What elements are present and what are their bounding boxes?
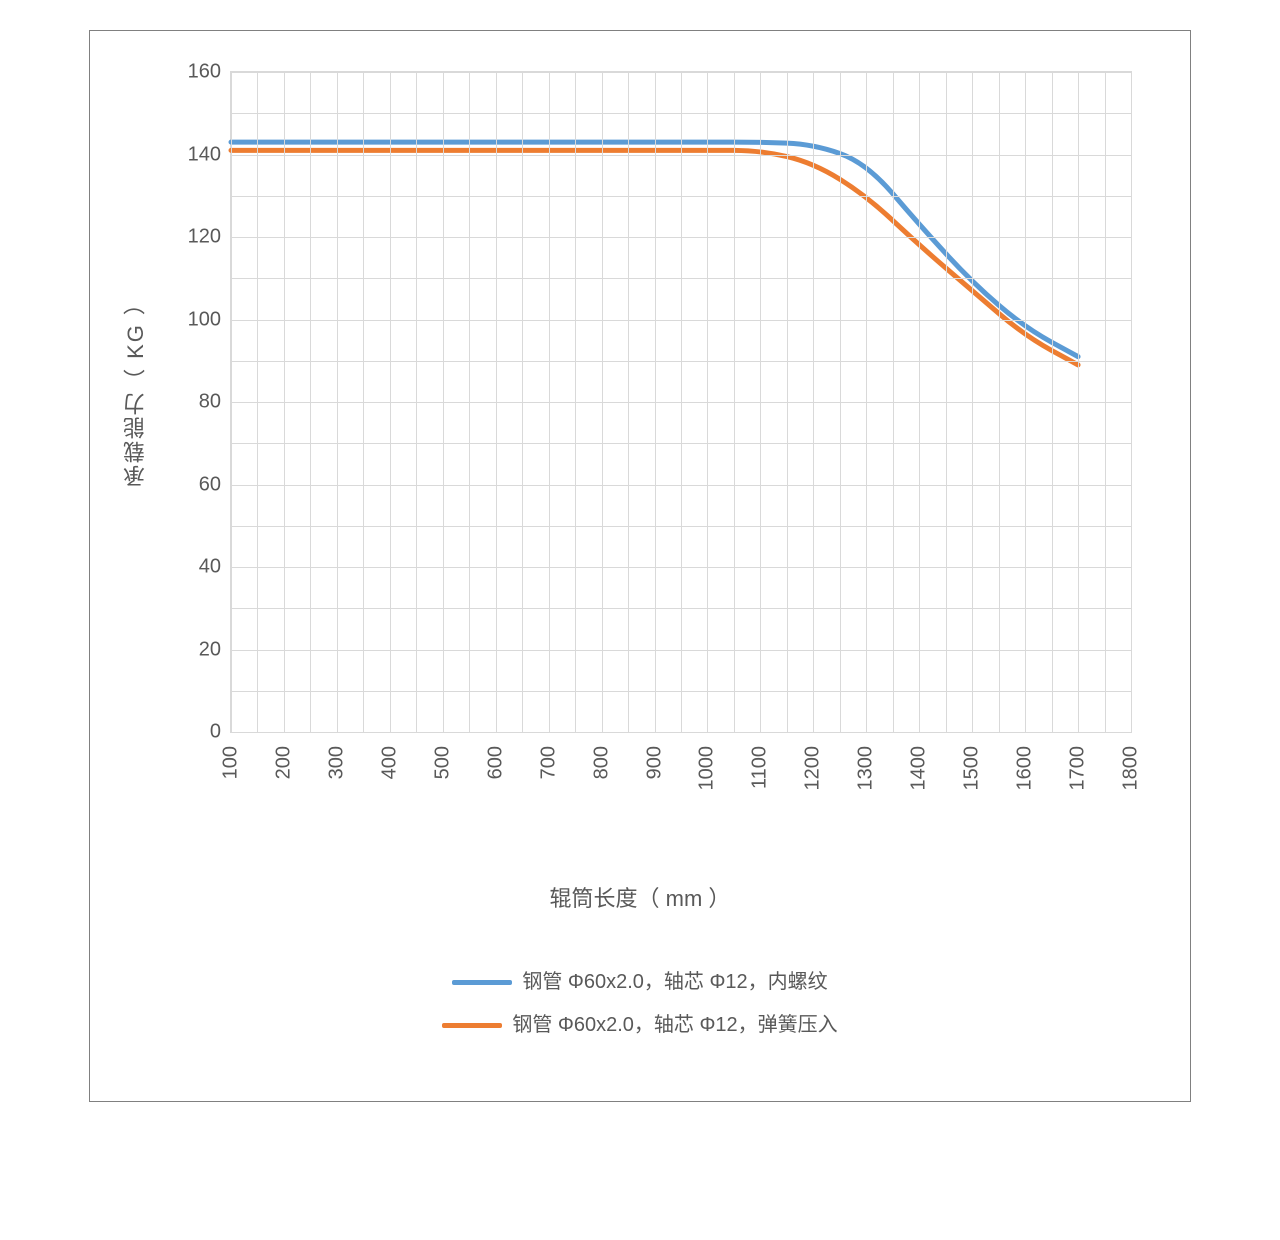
gridline-v-minor [522,72,523,732]
x-tick-label: 100 [220,746,243,779]
y-axis-title: 承载能力（ KG ） [120,291,152,487]
gridline-v [602,72,603,732]
x-tick-label: 1500 [961,746,984,791]
gridline-v-minor [787,72,788,732]
gridline-v [1131,72,1132,732]
x-tick-label: 1300 [855,746,878,791]
x-tick-label: 700 [537,746,560,779]
gridline-v-minor [840,72,841,732]
gridline-v [337,72,338,732]
x-tick-label: 1100 [749,746,772,789]
gridline-v-minor [628,72,629,732]
legend-swatch [452,980,512,985]
x-tick-label: 600 [484,746,507,779]
gridline-v [813,72,814,732]
gridline-v [231,72,232,732]
y-tick-label: 80 [199,391,231,414]
gridline-v [760,72,761,732]
x-tick-label: 1800 [1120,746,1143,791]
x-tick-label: 1600 [1014,746,1037,791]
chart-container: 0 20 40 60 80 100 120 140 160 100 200 300 400 500 600 7… [89,30,1191,1102]
x-tick-label: 400 [378,746,401,779]
gridline-v [655,72,656,732]
gridline-v-minor [575,72,576,732]
x-tick-label: 800 [590,746,613,779]
gridline-v-minor [416,72,417,732]
gridline-v-minor [1105,72,1106,732]
gridline-v-minor [893,72,894,732]
y-tick-label: 120 [188,226,231,249]
gridline-h [231,732,1131,733]
gridline-v [496,72,497,732]
x-tick-label: 1200 [802,746,825,791]
gridline-v-minor [734,72,735,732]
y-tick-label: 100 [188,308,231,331]
legend-item-1: 钢管 Φ60x2.0，轴芯 Φ12，弹簧压入 [90,1008,1190,1037]
gridline-v-minor [1052,72,1053,732]
x-tick-label: 900 [643,746,666,779]
gridline-v [1078,72,1079,732]
gridline-v-minor [310,72,311,732]
x-tick-label: 1400 [908,746,931,791]
y-tick-label: 60 [199,473,231,496]
x-tick-label: 300 [325,746,348,779]
x-axis-title: 辊筒长度（ mm ） [90,881,1190,913]
y-tick-label: 20 [199,638,231,661]
gridline-v-minor [681,72,682,732]
gridline-v [919,72,920,732]
gridline-v-minor [999,72,1000,732]
legend-swatch [442,1023,502,1028]
legend-label: 钢管 Φ60x2.0，轴芯 Φ12，内螺纹 [522,971,827,993]
chart-legend: 钢管 Φ60x2.0，轴芯 Φ12，内螺纹钢管 Φ60x2.0，轴芯 Φ12，弹… [90,951,1190,1051]
y-tick-label: 160 [188,61,231,84]
gridline-v [707,72,708,732]
legend-label: 钢管 Φ60x2.0，轴芯 Φ12，弹簧压入 [512,1014,837,1036]
gridline-v-minor [257,72,258,732]
gridline-v-minor [363,72,364,732]
x-tick-label: 500 [431,746,454,779]
gridline-v-minor [946,72,947,732]
y-tick-label: 0 [210,721,231,744]
gridline-v [1025,72,1026,732]
x-tick-label: 200 [272,746,295,779]
gridline-v-minor [469,72,470,732]
y-tick-label: 40 [199,556,231,579]
y-tick-label: 140 [188,143,231,166]
gridline-v [972,72,973,732]
legend-item-0: 钢管 Φ60x2.0，轴芯 Φ12，内螺纹 [90,965,1190,994]
x-tick-label: 1000 [696,746,719,791]
gridline-v [390,72,391,732]
gridline-v [284,72,285,732]
plot-area: 0204060801001201401601002003004005006007… [230,71,1132,733]
x-tick-label: 1700 [1067,746,1090,791]
gridline-v [443,72,444,732]
gridline-v [549,72,550,732]
gridline-v [866,72,867,732]
